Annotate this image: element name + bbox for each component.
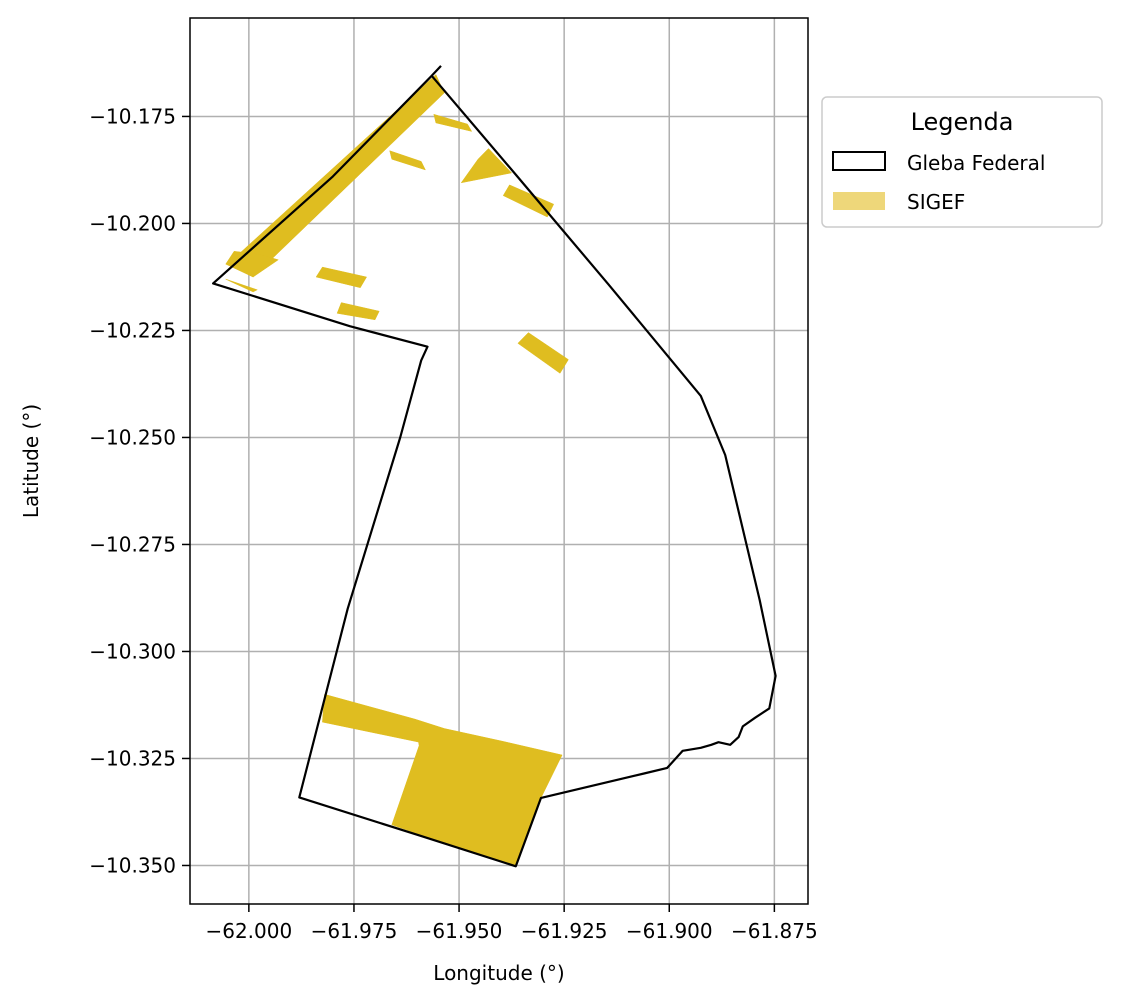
legend-box: [821, 96, 1103, 228]
legend: Legenda Gleba Federal SIGEF: [821, 96, 1103, 228]
x-tick-label: −61.925: [521, 919, 608, 943]
legend-title: Legenda: [911, 108, 1014, 136]
sigef-parcel: [225, 251, 279, 278]
plot-frame: [189, 17, 809, 905]
y-tick-label: −10.325: [89, 746, 176, 770]
x-tick-label: −61.975: [311, 919, 398, 943]
y-axis-title: Latitude (°): [19, 404, 43, 518]
legend-label-sigef: SIGEF: [907, 190, 965, 214]
sigef-parcel: [433, 113, 473, 132]
sigef-layer: [225, 74, 569, 867]
legend-swatch-gleba-federal: [832, 151, 886, 171]
x-tick-label: −61.950: [416, 919, 503, 943]
x-tick-label: −61.900: [626, 919, 713, 943]
x-axis-title: Longitude (°): [433, 961, 564, 985]
y-tick-label: −10.275: [89, 532, 176, 556]
x-tick-label: −61.875: [731, 919, 818, 943]
gleba-federal-boundary: [212, 65, 777, 868]
sigef-parcel: [502, 184, 555, 218]
sigef-parcel: [460, 148, 513, 184]
gleba-federal-layer: [212, 65, 777, 868]
sigef-parcel: [389, 150, 426, 171]
y-tick-label: −10.350: [89, 853, 176, 877]
y-tick-label: −10.250: [89, 425, 176, 449]
sigef-parcel: [517, 332, 569, 374]
y-tick-label: −10.225: [89, 318, 176, 342]
x-axis-ticks: −62.000 −61.975 −61.950 −61.925 −61.900 −61.8…: [205, 904, 818, 943]
legend-label-gleba-federal: Gleba Federal: [907, 151, 1045, 175]
legend-swatch-sigef: [833, 192, 885, 210]
y-tick-label: −10.200: [89, 211, 176, 235]
y-tick-label: −10.175: [89, 104, 176, 128]
sigef-parcel: [315, 266, 367, 288]
y-axis-ticks: −10.175 −10.200 −10.225 −10.250 −10.275 −10.3…: [89, 104, 190, 877]
sigef-parcel: [225, 278, 258, 293]
sigef-parcel: [336, 302, 380, 321]
y-tick-label: −10.300: [89, 639, 176, 663]
x-tick-label: −62.000: [205, 919, 292, 943]
